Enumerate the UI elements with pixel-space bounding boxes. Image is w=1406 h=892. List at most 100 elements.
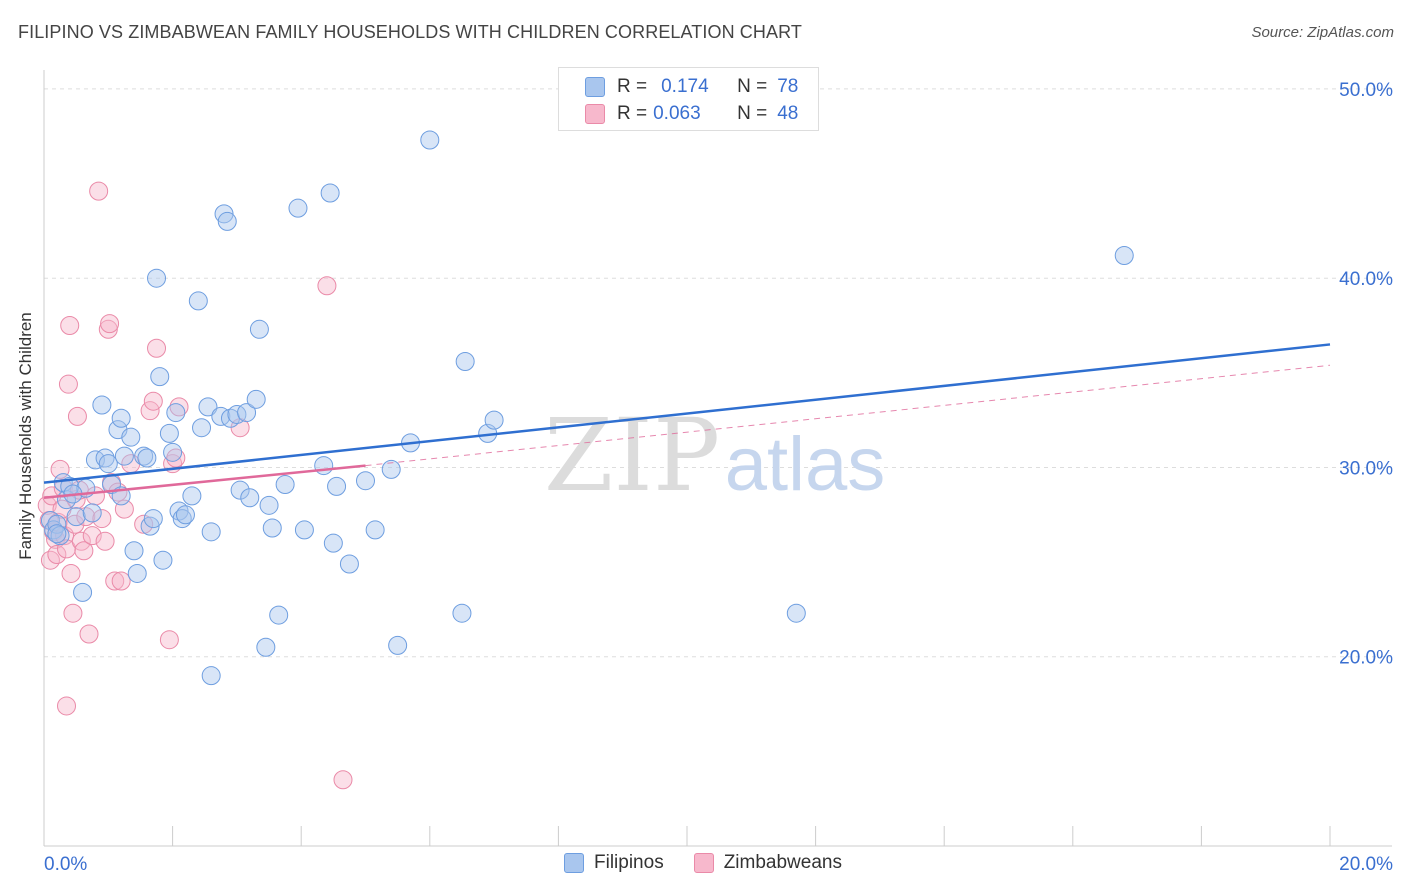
y-tick-label: 30.0% [1339,458,1393,479]
filipinos-point [111,408,131,428]
filipinos-point [85,450,105,470]
zimbabweans-point [61,563,81,583]
filipinos-point [365,520,385,540]
filipinos-point [294,520,314,540]
zimbabweans-point [333,770,353,790]
filipinos-point [150,367,170,387]
filipinos-point [159,423,179,443]
filipinos-point [356,471,375,491]
tick-labels: 20.0% 30.0% 40.0% 50.0% 0.0% 20.0% [44,80,1393,875]
zimbabweans-point [100,314,120,334]
zimbabweans-point [82,526,102,546]
zimbabweans-point [169,397,189,417]
zimbabweans-point [92,509,112,529]
filipinos-point [237,403,257,423]
filipinos-trend-line [43,343,1331,484]
filipinos-point [201,522,221,542]
filipinos-point [201,666,221,686]
filipinos-point [143,509,163,529]
filipinos-point [314,456,334,476]
watermark-atlas: atlas [725,422,886,507]
filipinos-legend-swatch [564,853,584,873]
zimbabweans-point [63,603,83,623]
x-tick-label: 20.0% [1339,854,1393,875]
legend-item-filipinos: Filipinos [564,852,664,874]
legend-label-filipinos: Filipinos [594,852,664,873]
filipinos-point [66,507,86,527]
r-value: 0.174 [661,76,709,97]
zimbabweans-point [67,406,87,426]
filipinos-point [140,516,160,536]
zimbabweans-point [95,531,115,551]
y-tick-label: 40.0% [1339,269,1393,290]
zimbabweans-point [143,391,163,411]
y-axis-label: Family Households with Children [16,312,35,560]
filipinos-point [420,130,440,150]
filipinos-point [82,503,102,523]
filipinos-point [147,268,167,288]
filipinos-point [124,541,144,561]
r-value: 0.063 [653,103,701,124]
zimbabweans-point [111,571,131,591]
zimbabweans-swatch [585,104,605,124]
zimbabweans-point [57,696,77,716]
filipinos-point [249,319,269,339]
zimbabweans-point [98,319,118,339]
n-label: N = [737,103,768,124]
filipinos-point [327,476,347,496]
series-legend: Filipinos Zimbabweans [0,852,1406,874]
filipinos-point [323,533,343,553]
filipinos-point [92,395,112,415]
filipinos-point [211,406,231,426]
filipinos-point [484,410,504,430]
filipinos-point [182,486,202,506]
x-tick-label: 0.0% [44,854,87,875]
stats-legend: R = 0.174 N = 78 R = 0.063 N = 48 [558,67,819,131]
filipinos-point [166,403,186,423]
zimbabweans-trend-line [43,464,366,499]
filipinos-point [175,505,195,525]
zimbabweans-points [37,181,353,790]
filipinos-point [388,635,408,655]
filipinos-point [214,204,234,224]
zimbabweans-point [105,571,125,591]
zimbabweans-point [134,514,154,534]
filipinos-point [73,582,93,602]
r-label: R = [617,103,648,124]
filipinos-point [114,446,134,466]
filipinos-point [127,563,147,583]
filipinos-point [1114,245,1134,265]
y-tick-label: 20.0% [1339,648,1393,669]
filipinos-point [153,550,173,570]
zimbabweans-point [60,316,80,336]
legend-label-zimbabweans: Zimbabweans [723,852,842,873]
zimbabweans-point [159,630,179,650]
stats-row-filipinos: R = 0.174 N = 78 [585,75,798,99]
axes [43,70,1392,847]
zimbabweans-point [76,507,96,527]
filipinos-point [47,524,67,544]
filipinos-point [172,509,192,529]
filipinos-point [339,554,359,574]
filipinos-point [134,446,154,466]
filipinos-point [786,603,806,623]
zimbabweans-point [147,338,167,358]
n-value: 48 [777,103,799,124]
filipinos-point [50,526,70,546]
gridlines [44,88,1392,658]
filipinos-point [320,183,340,203]
zimbabweans-point [58,374,78,394]
zimbabweans-point [317,276,337,296]
chart-title: FILIPINO VS ZIMBABWEAN FAMILY HOUSEHOLDS… [18,22,802,42]
filipinos-point [259,495,279,515]
filipinos-point [169,501,189,521]
zimbabweans-point [74,541,94,561]
y-tick-label: 50.0% [1339,80,1393,101]
n-label: N = [737,76,768,97]
watermark: ZIP atlas [544,397,885,514]
zimbabweans-trend-extension [365,364,1331,467]
filipinos-point [262,518,282,538]
filipinos-point [192,418,212,438]
filipinos-points [40,130,1134,686]
filipinos-point [98,454,118,474]
